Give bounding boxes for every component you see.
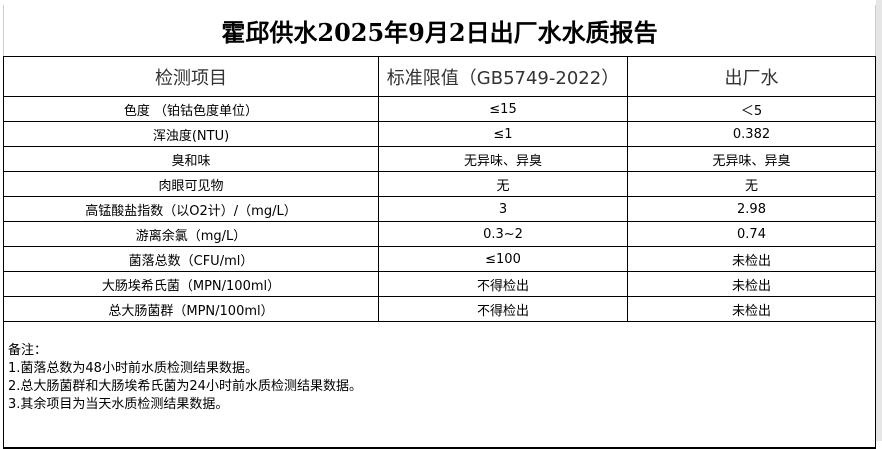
notes-label: 备注：: [8, 343, 48, 358]
cell-result: 未检出: [627, 296, 876, 322]
scroll-edge: [876, 0, 882, 441]
cell-standard: 无: [378, 171, 628, 197]
water-quality-report: 霍邱供水2025年9月2日出厂水水质报告 检测项目 标准限值（GB5749-20…: [3, 5, 876, 449]
cell-result: 无异味、异臭: [627, 146, 876, 172]
cell-standard: 3: [378, 196, 628, 222]
header-item: 检测项目: [3, 56, 379, 97]
table-row: 浑浊度(NTU) ≤1 0.382: [3, 121, 876, 147]
cell-result: 0.382: [627, 121, 876, 147]
cell-item: 臭和味: [3, 146, 379, 172]
cell-standard: 0.3~2: [378, 221, 628, 247]
cell-standard: 无异味、异臭: [378, 146, 628, 172]
table-row: 高锰酸盐指数（以O2计）/（mg/L） 3 2.98: [3, 196, 876, 222]
cell-item: 游离余氯（mg/L）: [3, 221, 379, 247]
cell-standard: 不得检出: [378, 296, 628, 322]
table-row: 大肠埃希氏菌（MPN/100ml） 不得检出 未检出: [3, 271, 876, 297]
report-title: 霍邱供水2025年9月2日出厂水水质报告: [3, 5, 876, 57]
table-row: 臭和味 无异味、异臭 无异味、异臭: [3, 146, 876, 172]
cell-item: 高锰酸盐指数（以O2计）/（mg/L）: [3, 196, 379, 222]
cell-standard: ≤1: [378, 121, 628, 147]
cell-result: 无: [627, 171, 876, 197]
cell-result: 0.74: [627, 221, 876, 247]
cell-standard: ≤15: [378, 96, 628, 122]
table-row: 肉眼可见物无无: [3, 171, 876, 197]
cell-result: 未检出: [627, 246, 876, 272]
header-row: 检测项目 标准限值（GB5749-2022） 出厂水: [3, 56, 876, 97]
cell-result: ＜5: [627, 96, 876, 122]
cell-standard: 不得检出: [378, 271, 628, 297]
header-factory-water: 出厂水: [627, 56, 876, 97]
cell-item: 浑浊度(NTU): [3, 121, 379, 147]
notes-cell: 备注： 1.菌落总数为48小时前水质检测结果数据。 2.总大肠菌群和大肠埃希氏菌…: [3, 321, 876, 449]
cell-result: 2.98: [627, 196, 876, 222]
table-row: 色度 （铂钴色度单位） ≤15 ＜5: [3, 96, 876, 122]
cell-standard: ≤100: [378, 246, 628, 272]
note-2: 2.总大肠菌群和大肠埃希氏菌为24小时前水质检测结果数据。: [8, 379, 362, 394]
cell-result: 未检出: [627, 271, 876, 297]
cell-item: 肉眼可见物: [3, 171, 379, 197]
cell-item: 总大肠菌群（MPN/100ml）: [3, 296, 379, 322]
table-row: 菌落总数（CFU/ml） ≤100 未检出: [3, 246, 876, 272]
report-table: 霍邱供水2025年9月2日出厂水水质报告 检测项目 标准限值（GB5749-20…: [3, 5, 876, 449]
header-standard: 标准限值（GB5749-2022）: [378, 56, 628, 97]
cell-item: 大肠埃希氏菌（MPN/100ml）: [3, 271, 379, 297]
cell-item: 色度 （铂钴色度单位）: [3, 96, 379, 122]
note-1: 1.菌落总数为48小时前水质检测结果数据。: [8, 361, 258, 376]
cell-item: 菌落总数（CFU/ml）: [3, 246, 379, 272]
table-row: 总大肠菌群（MPN/100ml） 不得检出 未检出: [3, 296, 876, 322]
note-3: 3.其余项目为当天水质检测结果数据。: [8, 397, 229, 412]
table-row: 游离余氯（mg/L） 0.3~2 0.74: [3, 221, 876, 247]
